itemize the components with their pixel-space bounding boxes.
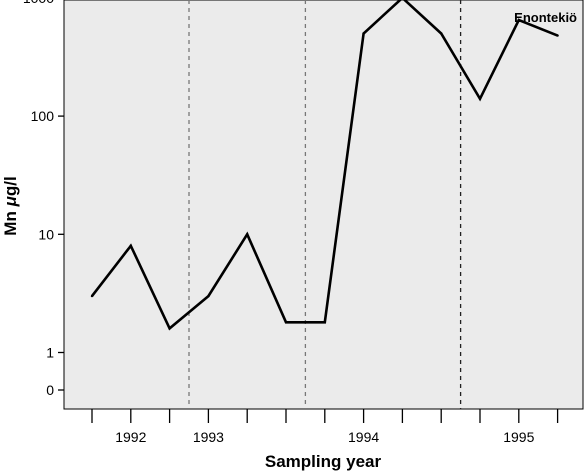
data-point — [556, 34, 559, 37]
y-tick-label: 0 — [46, 382, 54, 398]
y-axis-title: Mn μg/l — [1, 176, 20, 235]
plot-area — [63, 0, 584, 410]
data-point — [323, 321, 326, 324]
y-axis-title-prefix: Mn — [1, 206, 20, 235]
data-point — [246, 233, 249, 236]
data-point — [90, 294, 94, 298]
data-point — [362, 32, 365, 35]
y-tick-label: 100 — [31, 108, 55, 124]
x-year-label: 1992 — [115, 429, 146, 445]
y-axis-title-mu: μ — [1, 195, 20, 207]
data-point — [440, 32, 443, 35]
data-point — [129, 244, 132, 247]
data-point — [168, 327, 171, 330]
data-point — [207, 294, 210, 298]
y-axis-title-suffix: g/l — [1, 176, 20, 196]
x-year-label: 1993 — [193, 429, 224, 445]
x-year-label: 1995 — [503, 429, 534, 445]
annotation-label: Enontekiö — [514, 10, 577, 25]
data-point — [284, 321, 288, 324]
data-point — [517, 18, 520, 22]
data-point — [478, 97, 482, 101]
y-tick-label: 1 — [46, 345, 54, 361]
x-axis-title: Sampling year — [265, 452, 382, 471]
y-tick-label: 1000 — [23, 0, 54, 6]
y-tick-label: 10 — [38, 226, 54, 242]
x-year-label: 1994 — [348, 429, 379, 445]
